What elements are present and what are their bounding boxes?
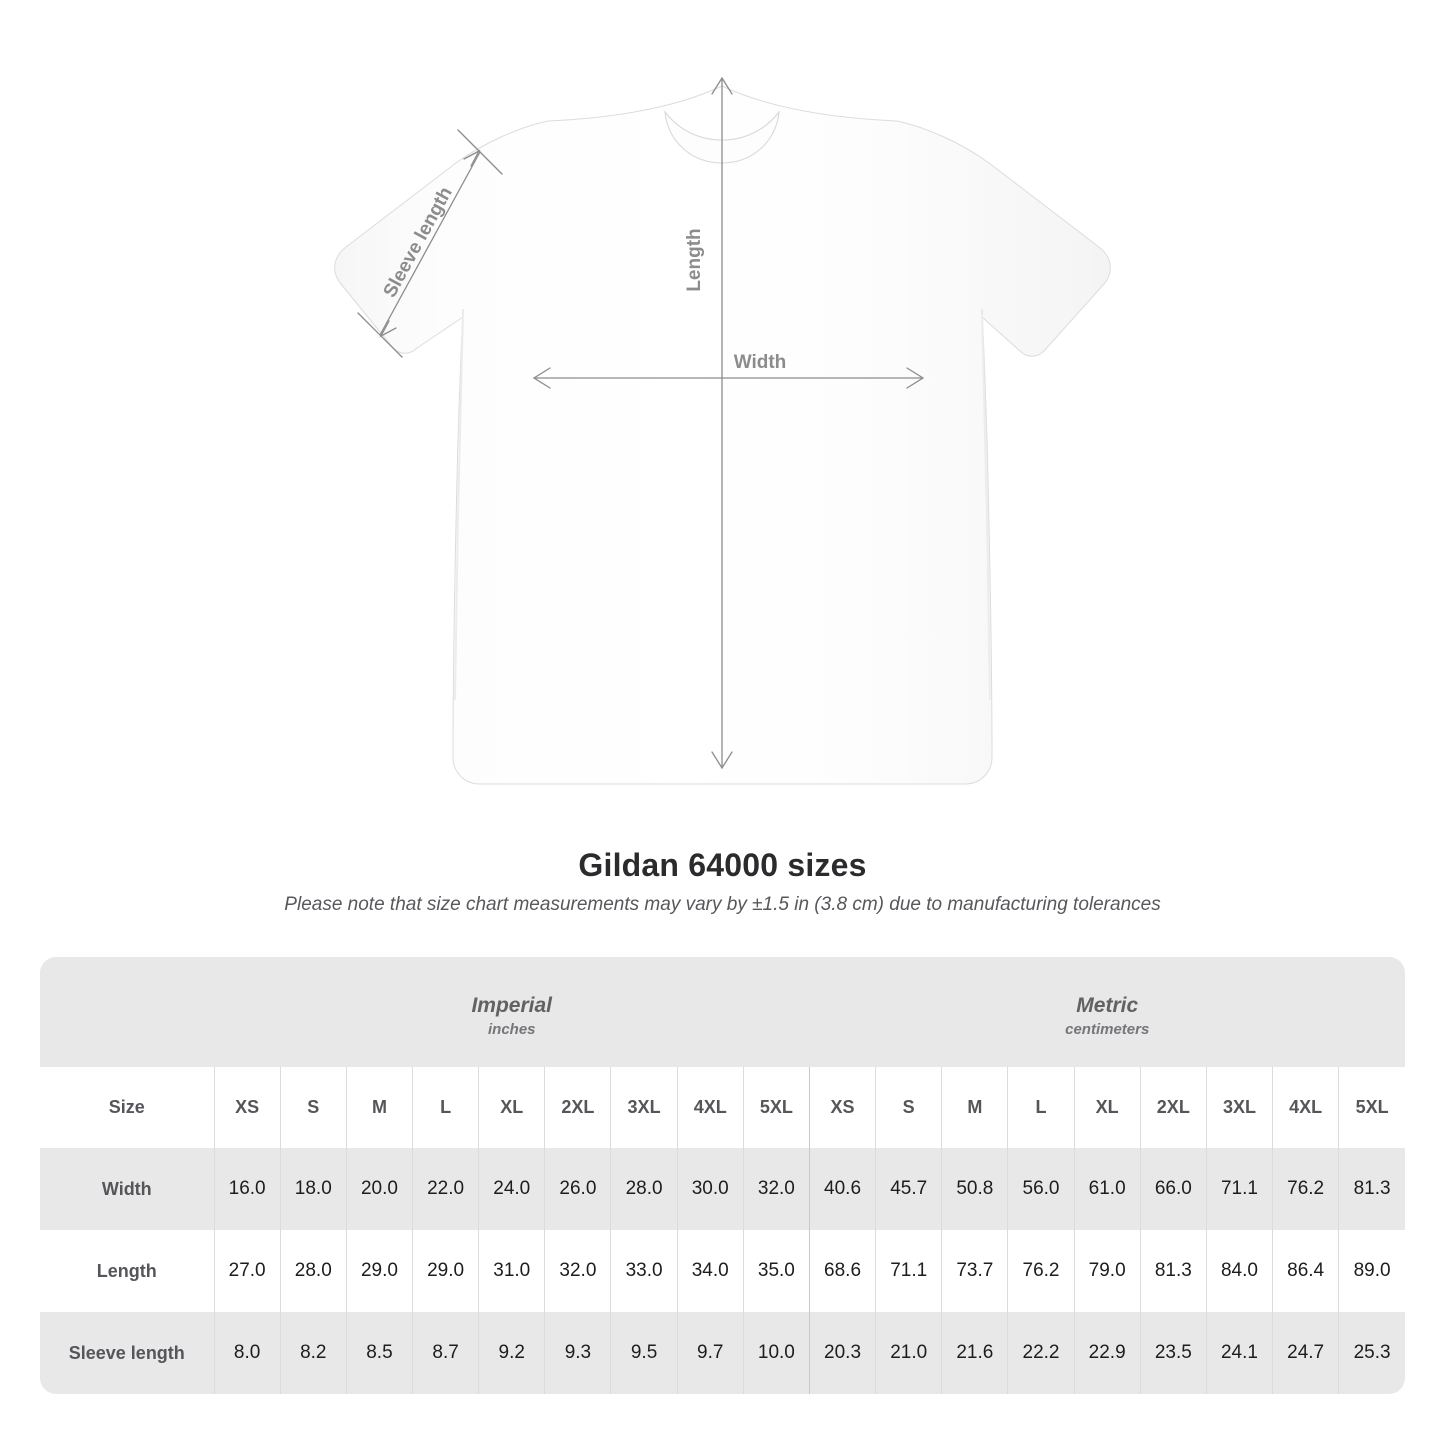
svg-text:Width: Width	[734, 352, 787, 373]
svg-text:Length: Length	[684, 228, 705, 291]
